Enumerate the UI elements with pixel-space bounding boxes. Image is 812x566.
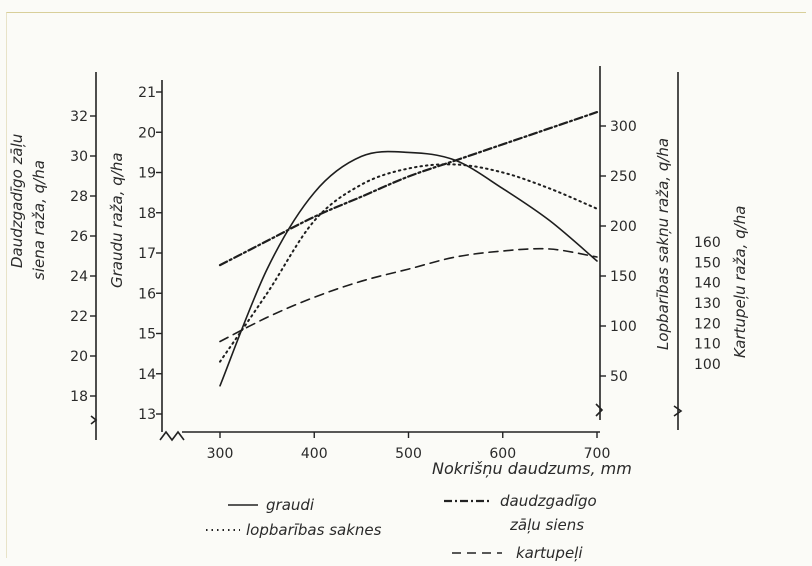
kartupeli-tick-label: 130	[694, 296, 721, 312]
siens-tick-label: 20	[70, 349, 88, 365]
graudi-tick-label: 13	[138, 407, 156, 423]
tick-layer: 13 14 15 16 17 18 19 20 21 18 20 22 24 26 28 30 32 50 100 1…	[70, 85, 721, 462]
x-tick-label: 700	[584, 446, 611, 462]
kartupeli-tick-label: 160	[694, 235, 721, 251]
x-axis-label: Nokrišņu daudzums, mm	[432, 459, 632, 478]
legend-label-siens-line1: daudzgadīgo	[500, 492, 597, 510]
axis-lines	[90, 66, 683, 442]
saknes-tick-label: 50	[610, 369, 628, 385]
kartupeli-tick-label: 100	[694, 357, 721, 373]
siens-axis-label-line2: siena raža, q/ha	[30, 160, 48, 280]
saknes-tick-label: 150	[610, 269, 637, 285]
graudi-tick-label: 20	[138, 125, 156, 141]
siens-tick-label: 24	[70, 269, 88, 285]
data-point	[454, 256, 457, 259]
siens-tick-label: 32	[70, 109, 88, 125]
series-line-lopbarības-saknes	[219, 163, 598, 363]
siens-axis-break	[90, 415, 98, 425]
saknes-tick-label: 250	[610, 169, 637, 185]
legend-label-saknes: lopbarības saknes	[246, 521, 382, 539]
saknes-axis-label: Lopbarības sakņu raža, q/ha	[654, 138, 672, 350]
legend-label-kartupeli: kartupeļi	[516, 544, 583, 562]
saknes-tick-label: 100	[610, 319, 637, 335]
series-line-daudzgadīgo-zāļu-siens	[218, 111, 599, 267]
series-line-kartupeļi	[219, 247, 598, 343]
graudi-axis-break	[159, 430, 185, 442]
graudi-tick-label: 16	[138, 286, 156, 302]
kartupeli-axis-label: Kartupeļu raža, q/ha	[731, 206, 749, 358]
siens-axis-label-line1: Daudzgadīgo zāļu	[8, 134, 26, 268]
legend-label-siens-line2: zāļu siens	[509, 516, 584, 534]
siens-tick-label: 28	[70, 189, 88, 205]
kartupeli-tick-label: 110	[694, 337, 721, 353]
graudi-tick-label: 17	[138, 246, 156, 262]
series-layer	[218, 111, 599, 387]
kartupeli-tick-label: 140	[694, 276, 721, 292]
figure-frame	[6, 12, 806, 558]
x-tick-label: 600	[489, 446, 516, 462]
legend: graudi lopbarības saknes daudzgadīgo zāļ…	[206, 492, 597, 562]
graudi-tick-label: 19	[138, 166, 156, 182]
siens-tick-label: 26	[70, 229, 88, 245]
siens-tick-label: 22	[70, 309, 88, 325]
series-line-graudi	[219, 150, 598, 387]
graudi-tick-label: 18	[138, 206, 156, 222]
siens-tick-label: 18	[70, 389, 88, 405]
x-tick-label: 500	[395, 446, 422, 462]
saknes-tick-label: 200	[610, 219, 637, 235]
kartupeli-tick-label: 150	[694, 255, 721, 271]
kartupeli-axis-break	[673, 405, 683, 417]
siens-tick-label: 30	[70, 149, 88, 165]
graudi-axis-label: Graudu raža, q/ha	[108, 152, 126, 288]
graudi-tick-label: 14	[138, 367, 156, 383]
saknes-axis-break	[595, 403, 604, 417]
graudi-tick-label: 15	[138, 327, 156, 343]
legend-label-graudi: graudi	[266, 496, 315, 514]
kartupeli-tick-label: 120	[694, 316, 721, 332]
x-tick-label: 300	[207, 446, 234, 462]
graudi-tick-label: 21	[138, 85, 156, 101]
x-tick-label: 400	[301, 446, 328, 462]
saknes-tick-label: 300	[610, 119, 637, 135]
